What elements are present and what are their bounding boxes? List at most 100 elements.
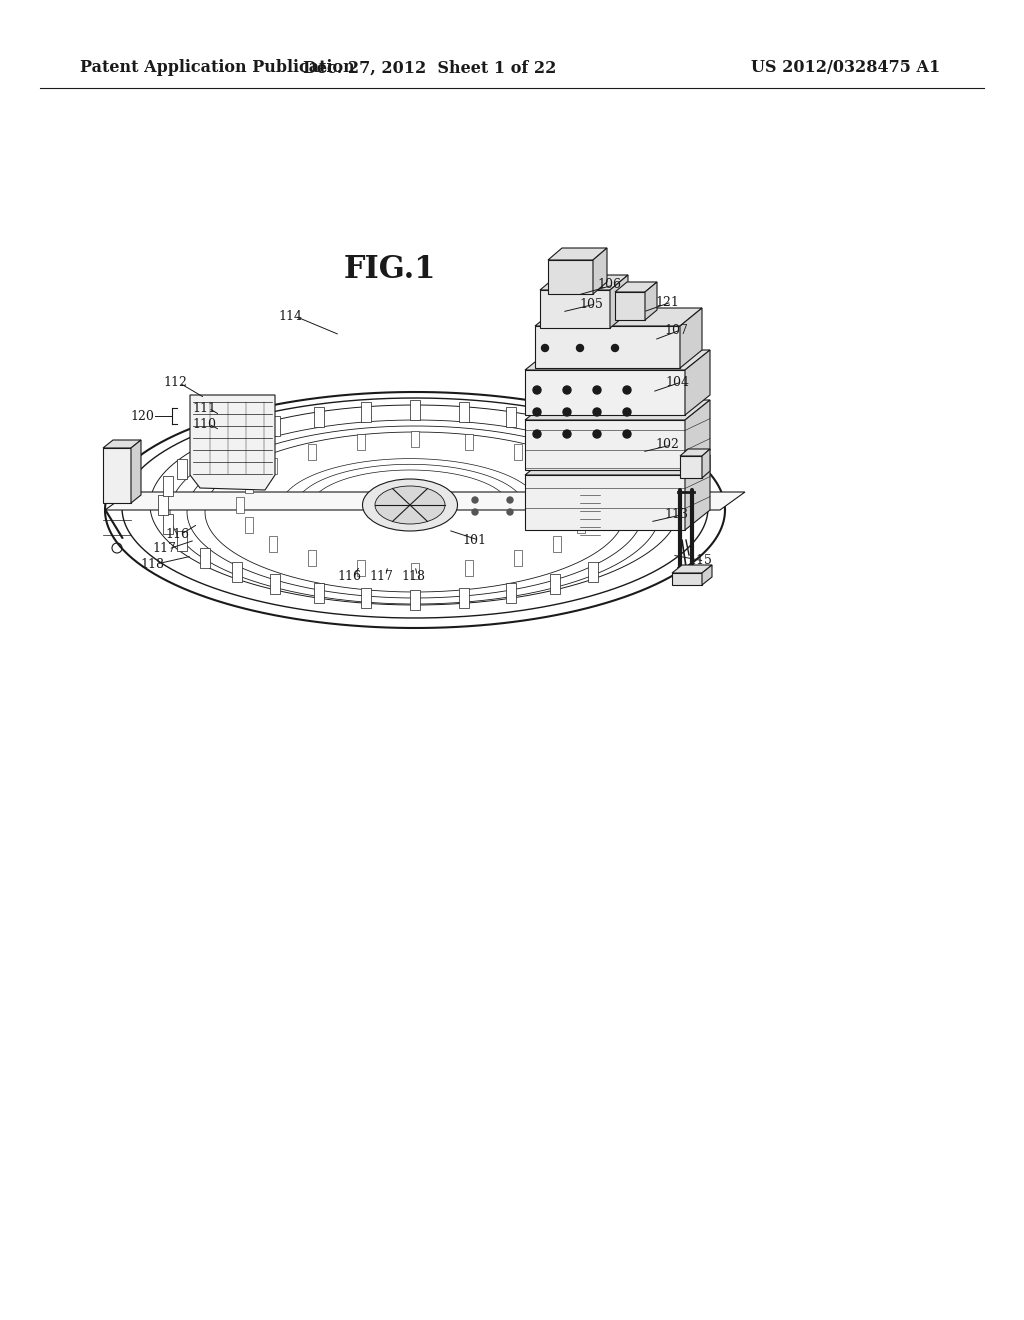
Text: 112: 112 <box>163 376 186 389</box>
Text: US 2012/0328475 A1: US 2012/0328475 A1 <box>751 59 940 77</box>
Polygon shape <box>548 260 593 294</box>
Circle shape <box>367 498 373 503</box>
Polygon shape <box>685 350 710 414</box>
Polygon shape <box>410 590 420 610</box>
Polygon shape <box>578 517 586 533</box>
Polygon shape <box>201 442 211 462</box>
Polygon shape <box>540 290 610 327</box>
Circle shape <box>623 408 631 416</box>
Polygon shape <box>465 560 473 576</box>
Polygon shape <box>245 477 253 492</box>
Polygon shape <box>313 582 324 603</box>
Text: 105: 105 <box>579 297 603 310</box>
Circle shape <box>402 498 408 503</box>
Polygon shape <box>270 574 280 594</box>
Polygon shape <box>672 573 702 585</box>
Polygon shape <box>163 477 173 496</box>
Text: 117: 117 <box>369 569 393 582</box>
Polygon shape <box>360 589 371 609</box>
Polygon shape <box>615 292 645 319</box>
Polygon shape <box>231 428 242 447</box>
Polygon shape <box>525 475 685 531</box>
Polygon shape <box>550 416 560 436</box>
Text: 117: 117 <box>152 543 176 556</box>
Circle shape <box>402 510 408 515</box>
Polygon shape <box>507 582 516 603</box>
Circle shape <box>534 385 541 393</box>
Polygon shape <box>593 248 607 294</box>
Polygon shape <box>105 492 745 510</box>
Circle shape <box>563 408 571 416</box>
Polygon shape <box>535 326 680 368</box>
Polygon shape <box>645 282 657 319</box>
Polygon shape <box>620 442 630 462</box>
Circle shape <box>542 345 549 351</box>
Text: 116: 116 <box>165 528 189 540</box>
Text: Patent Application Publication: Patent Application Publication <box>80 59 354 77</box>
Circle shape <box>623 430 631 438</box>
Polygon shape <box>163 513 173 533</box>
Polygon shape <box>201 548 211 568</box>
Circle shape <box>534 408 541 416</box>
Text: 115: 115 <box>688 554 712 568</box>
Polygon shape <box>610 275 628 327</box>
Polygon shape <box>360 401 371 422</box>
Polygon shape <box>514 444 522 459</box>
Circle shape <box>623 385 631 393</box>
Polygon shape <box>525 455 710 475</box>
Polygon shape <box>553 536 560 552</box>
Polygon shape <box>643 458 653 479</box>
Circle shape <box>611 345 618 351</box>
Text: 102: 102 <box>655 438 679 451</box>
Text: 106: 106 <box>597 279 621 292</box>
Polygon shape <box>702 449 710 478</box>
Polygon shape <box>308 444 316 459</box>
Circle shape <box>437 498 443 503</box>
Polygon shape <box>615 282 657 292</box>
Polygon shape <box>190 395 275 490</box>
Circle shape <box>472 498 478 503</box>
Polygon shape <box>411 564 419 579</box>
Polygon shape <box>702 565 712 585</box>
Text: 118: 118 <box>140 557 164 570</box>
Text: 121: 121 <box>655 296 679 309</box>
Ellipse shape <box>362 479 458 531</box>
Text: 116: 116 <box>337 569 361 582</box>
Circle shape <box>472 510 478 515</box>
Polygon shape <box>657 477 668 496</box>
Polygon shape <box>680 449 710 455</box>
Polygon shape <box>672 565 712 573</box>
Text: 111: 111 <box>193 401 216 414</box>
Polygon shape <box>540 275 628 290</box>
Polygon shape <box>308 550 316 566</box>
Ellipse shape <box>375 486 445 524</box>
Polygon shape <box>131 440 141 503</box>
Text: 118: 118 <box>401 569 425 582</box>
Polygon shape <box>177 532 187 552</box>
Polygon shape <box>586 498 594 513</box>
Polygon shape <box>103 447 131 503</box>
Polygon shape <box>231 562 242 582</box>
Text: 107: 107 <box>664 323 688 337</box>
Circle shape <box>593 385 601 393</box>
Circle shape <box>563 385 571 393</box>
Polygon shape <box>411 432 419 447</box>
Polygon shape <box>269 458 278 474</box>
Polygon shape <box>525 400 710 420</box>
Polygon shape <box>465 434 473 450</box>
Polygon shape <box>548 248 607 260</box>
Polygon shape <box>158 495 168 515</box>
Polygon shape <box>459 589 469 609</box>
Polygon shape <box>507 408 516 428</box>
Polygon shape <box>578 477 586 492</box>
Text: 114: 114 <box>278 309 302 322</box>
Text: 104: 104 <box>665 375 689 388</box>
Polygon shape <box>459 401 469 422</box>
Text: 113: 113 <box>664 508 688 521</box>
Polygon shape <box>313 408 324 428</box>
Circle shape <box>577 345 584 351</box>
Polygon shape <box>270 416 280 436</box>
Text: Dec. 27, 2012  Sheet 1 of 22: Dec. 27, 2012 Sheet 1 of 22 <box>303 59 557 77</box>
Polygon shape <box>553 458 560 474</box>
Polygon shape <box>525 370 685 414</box>
